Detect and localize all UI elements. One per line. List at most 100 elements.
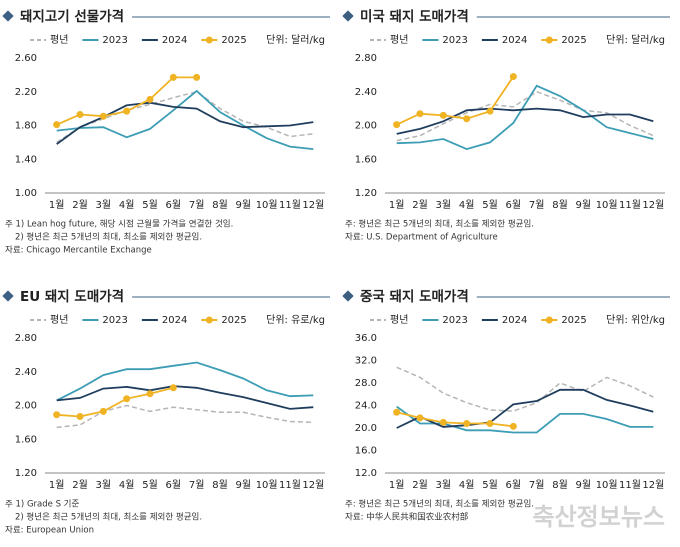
x-tick-label: 8월 (212, 199, 228, 211)
point-marker (416, 414, 424, 422)
point-marker (486, 107, 494, 115)
legend-label: 평년 (50, 34, 68, 46)
series-line (56, 101, 314, 145)
legend-label: 2023 (102, 315, 127, 326)
legend-label: 2024 (502, 315, 527, 326)
point-marker (123, 107, 131, 115)
note: 주 1) Lean hog future, 해당 시점 근월물 가격을 연결한 … (5, 219, 233, 230)
point-marker (169, 73, 177, 81)
x-tick-label: 4월 (459, 479, 475, 491)
x-tick-label: 11월 (279, 479, 301, 491)
legend-label: 2023 (442, 315, 467, 326)
x-tick-label: 7월 (189, 199, 205, 211)
x-tick-label: 9월 (236, 199, 252, 211)
y-tick-label: 24.0 (355, 401, 377, 412)
x-tick-label: 11월 (619, 199, 641, 211)
chart-title: 중국 돼지 도매가격 (360, 288, 469, 305)
x-tick-label: 2월 (412, 479, 428, 491)
point-marker (53, 411, 61, 419)
series-line (56, 385, 314, 410)
y-tick-label: 2.80 (355, 53, 377, 64)
note: 2) 평년은 최근 5개년의 최대, 최소를 제외한 평균임. (15, 512, 202, 523)
y-tick-label: 32.0 (355, 356, 377, 367)
series-line (396, 405, 654, 434)
y-tick-label: 2.00 (355, 121, 377, 132)
y-tick-label: 2.80 (15, 333, 37, 344)
note: 자료: European Union (5, 526, 94, 536)
x-tick-label: 5월 (482, 479, 498, 491)
y-tick-label: 2.60 (15, 53, 37, 64)
x-tick-label: 1월 (49, 199, 65, 211)
x-tick-label: 9월 (576, 199, 592, 211)
point-marker (123, 395, 131, 403)
series-line (396, 366, 654, 412)
legend-label: 2023 (102, 35, 127, 46)
x-tick-label: 9월 (236, 479, 252, 491)
x-tick-label: 6월 (166, 199, 182, 211)
y-tick-label: 1.20 (355, 188, 377, 199)
title-icon (2, 10, 14, 22)
legend-marker (205, 316, 213, 324)
note: 2) 평년은 최근 5개년의 최대, 최소를 제외한 평균임. (15, 232, 202, 243)
note: 주: 평년은 최근 5개년의 최대, 최소를 제외한 평균임. (345, 499, 534, 510)
legend-marker (545, 316, 553, 324)
series-line (396, 84, 654, 151)
chart-title: EU 돼지 도매가격 (20, 288, 124, 305)
legend-label: 2024 (162, 35, 187, 46)
x-tick-label: 3월 (96, 479, 112, 491)
series-line (56, 386, 174, 418)
y-tick-label: 1.80 (15, 121, 37, 132)
x-tick-label: 2월 (72, 479, 88, 491)
point-marker (463, 115, 471, 123)
y-tick-label: 1.20 (15, 468, 37, 479)
legend-label: 2024 (162, 315, 187, 326)
x-tick-label: 4월 (119, 199, 135, 211)
y-tick-label: 36.0 (355, 333, 377, 344)
x-tick-label: 10월 (596, 479, 618, 491)
y-tick-label: 12.0 (355, 468, 377, 479)
x-tick-label: 2월 (412, 199, 428, 211)
x-tick-label: 9월 (576, 479, 592, 491)
series-line (396, 90, 654, 142)
y-tick-label: 2.20 (15, 87, 37, 98)
note: 자료: U.S. Department of Agriculture (345, 233, 498, 243)
y-tick-label: 2.00 (15, 401, 37, 412)
legend-label: 평년 (50, 314, 68, 326)
point-marker (76, 412, 84, 420)
y-tick-label: 1.60 (15, 434, 37, 445)
point-marker (53, 121, 61, 129)
x-tick-label: 6월 (506, 199, 522, 211)
unit-label: 단위: 달러/kg (606, 33, 665, 46)
x-tick-label: 6월 (166, 479, 182, 491)
note: 자료: Chicago Mercantile Exchange (5, 246, 152, 256)
series-line (56, 89, 314, 150)
legend-label: 2025 (221, 315, 246, 326)
x-tick-label: 1월 (49, 479, 65, 491)
x-tick-label: 7월 (529, 479, 545, 491)
legend-label: 2025 (561, 315, 586, 326)
note: 주 1) Grade S 기준 (5, 500, 79, 510)
note: 주: 평년은 최근 5개년의 최대, 최소를 제외한 평균임. (345, 219, 534, 230)
point-marker (509, 422, 517, 430)
y-tick-label: 1.00 (15, 188, 37, 199)
point-marker (486, 420, 494, 427)
legend-label: 평년 (390, 34, 408, 46)
unit-label: 단위: 달러/kg (266, 33, 325, 46)
x-tick-label: 5월 (142, 479, 158, 491)
legend-label: 2023 (442, 35, 467, 46)
y-tick-label: 2.40 (15, 367, 37, 378)
x-tick-label: 10월 (256, 479, 278, 491)
x-tick-label: 11월 (279, 199, 301, 211)
x-tick-label: 1월 (389, 479, 405, 491)
x-tick-label: 12월 (302, 479, 324, 491)
y-tick-label: 20.0 (355, 423, 377, 434)
x-tick-label: 8월 (552, 479, 568, 491)
point-marker (393, 121, 401, 129)
point-marker (509, 73, 517, 81)
unit-label: 단위: 유로/kg (266, 313, 325, 326)
x-tick-label: 7월 (529, 199, 545, 211)
